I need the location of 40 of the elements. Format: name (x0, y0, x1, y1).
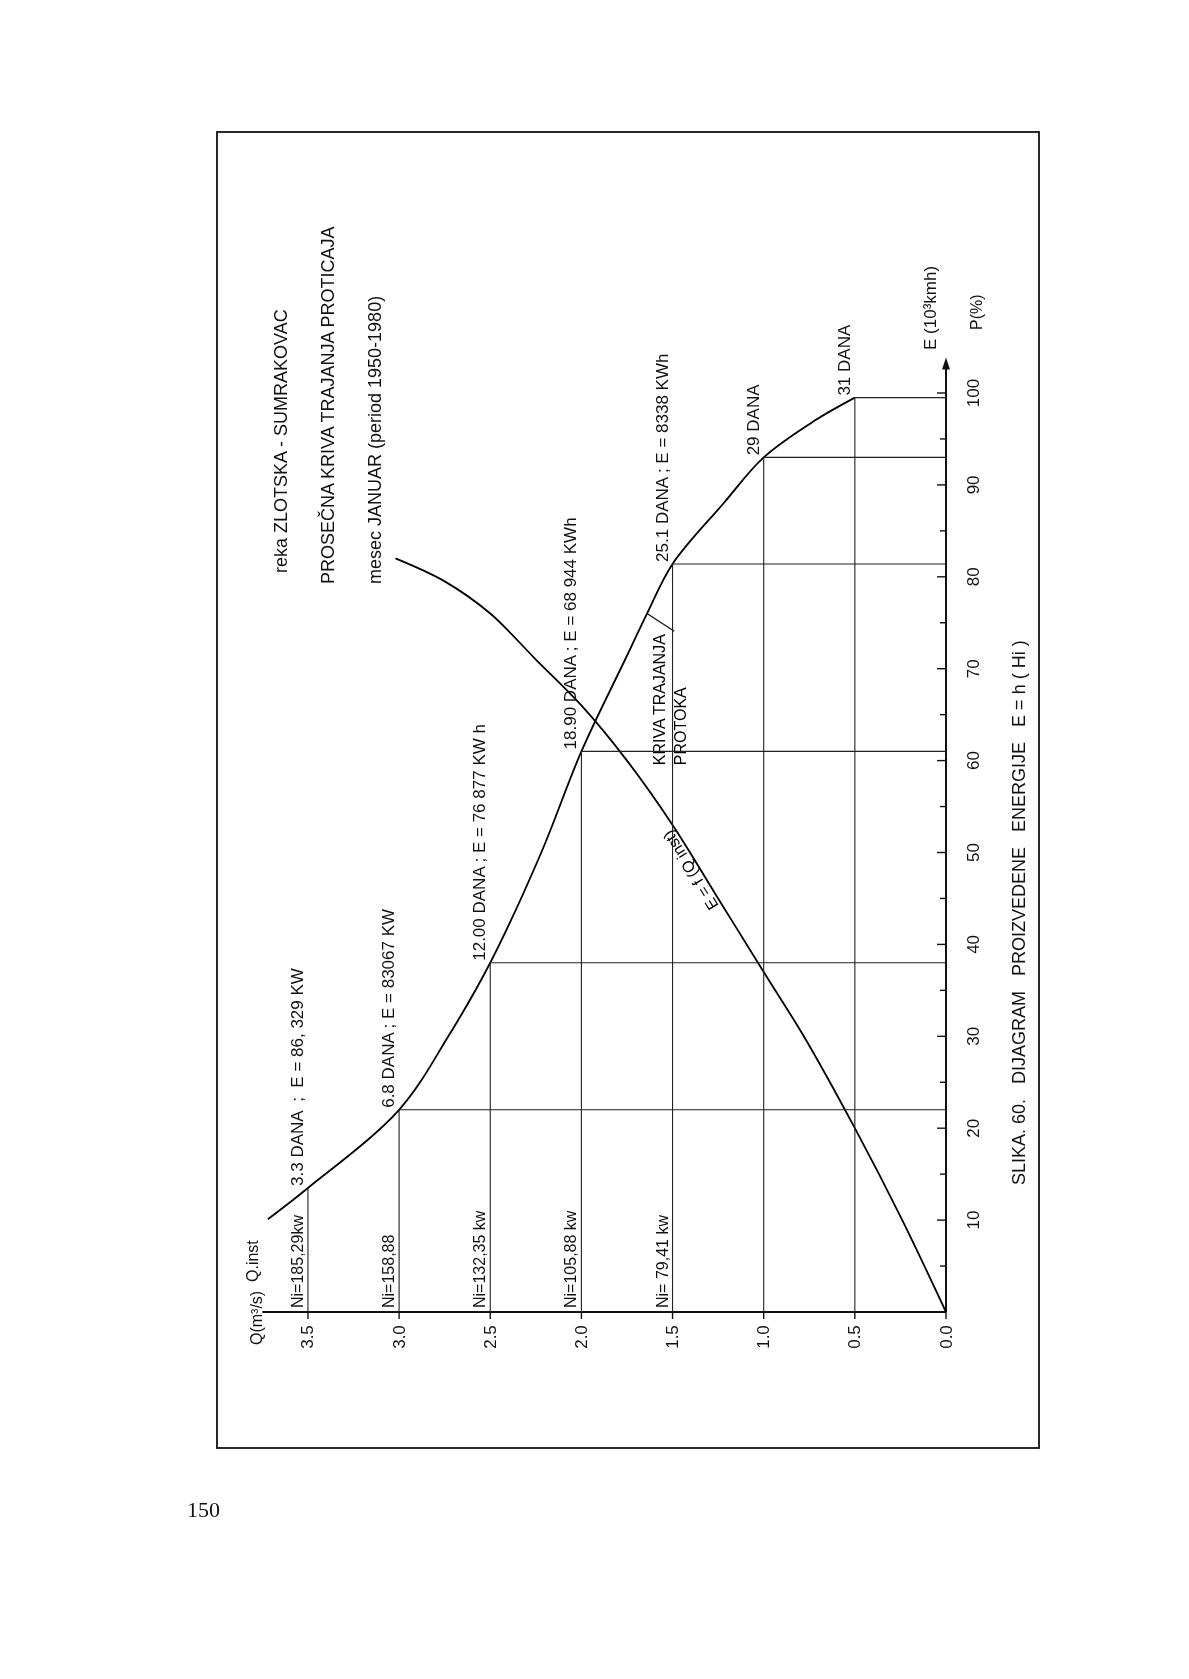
x-tick-label: 0.5 (845, 1325, 865, 1349)
text: E (10³kmh) (921, 265, 940, 350)
y-tick-label: 30 (963, 1026, 983, 1046)
text: KRIVA TRAJANJA PROTOKA (651, 633, 690, 766)
annotation: 25.1 DANA ; E = 8338 KWh (652, 353, 672, 562)
annotation: Ni=105,88 kw (562, 1210, 580, 1308)
annotation: Ni=185,29kw (288, 1214, 306, 1308)
x-tick-label: 0.0 (936, 1325, 956, 1349)
y-tick-label: 40 (963, 934, 983, 954)
text: SLIKA. 60. DIJAGRAM PROIZVEDENE ENERGIJE E = h ( Hi ) (1009, 640, 1029, 1185)
annotation: Ni=132,35 kw (471, 1210, 489, 1308)
y-tick-label: 80 (963, 567, 983, 587)
annotation: Q(m³/s) (248, 1290, 265, 1345)
x-tick-label: 2.5 (480, 1325, 500, 1349)
x-tick-label: 2.0 (571, 1325, 591, 1349)
y-axis-title: P(%) (968, 294, 985, 330)
x-tick-label: 1.5 (663, 1325, 683, 1349)
annotation: Ni=158,88 (380, 1234, 398, 1308)
annotation: 12.00 DANA ; E = 76 877 KW h (470, 724, 490, 961)
annotation: 6.8 DANA ; E = 83067 KW (379, 908, 399, 1108)
y-tick-label: 50 (963, 843, 983, 862)
y-tick-label: 20 (963, 1118, 983, 1138)
x-tick-label: 3.5 (298, 1325, 318, 1349)
text: PROSEČNA KRIVA TRAJANJA PROTICAJA (317, 226, 338, 584)
annotation: Ni= 79,41 kw (653, 1214, 671, 1308)
text: 150 (187, 1497, 220, 1522)
y-tick-label: 10 (963, 1210, 983, 1230)
y-tick-label: 60 (963, 751, 983, 771)
annotation: mesec JANUAR (period 1950-1980) (365, 295, 385, 584)
annotation: 18.90 DANA ; E = 68 944 KWh (561, 517, 581, 750)
annotation: 31 DANA (834, 324, 854, 396)
x-tick-label: 1.0 (754, 1325, 774, 1349)
y-tick-label: 90 (963, 475, 983, 495)
text: Q.inst (244, 1239, 261, 1282)
y-tick-label: 70 (963, 659, 983, 679)
annotation: 29 DANA (743, 383, 763, 456)
x-tick-label: 3.0 (389, 1325, 409, 1349)
text: reka ZLOTSKA - SUMRAKOVAC (271, 309, 291, 573)
y-tick-label: 100 (963, 378, 983, 408)
annotation: 3.3 DANA ; E = 86, 329 KW (287, 968, 307, 1186)
